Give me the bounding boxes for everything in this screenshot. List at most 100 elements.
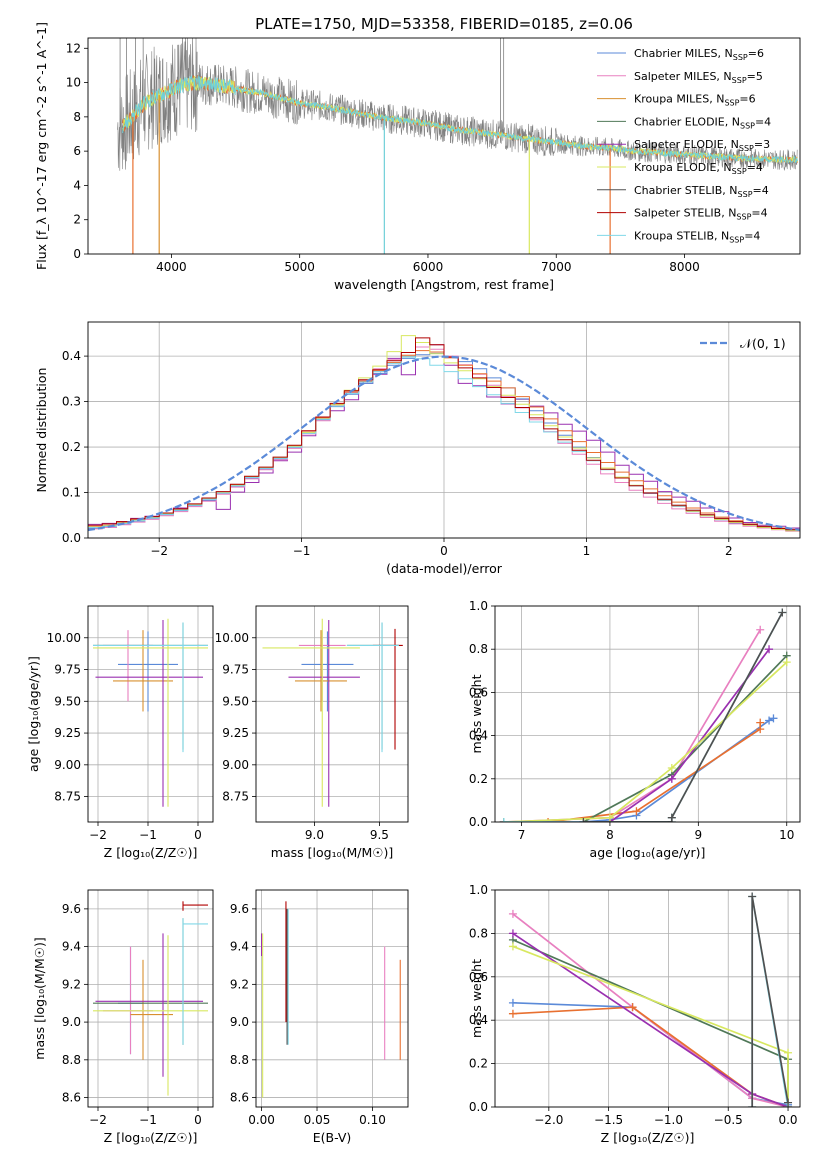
- residuals-xtick-label-0: −2: [150, 544, 168, 558]
- massweight_vs_Z-series-1: [512, 913, 789, 1107]
- age_vs_Z-axes: −2 −1 0 8.75 9.00 9.25 9.50 9.75 10.00 Z [log₁₀(Z…: [26, 605, 214, 860]
- mass_vs_ebv-axes: 0.00 0.05 0.10 8.6 8.8 9.0 9.2 9.4 9.6 E(B-V): [230, 889, 409, 1145]
- massweight_vs_age-xtick-label-3: 10: [779, 828, 794, 842]
- massweight_vs_Z-xlabel: Z [log₁₀(Z/Z☉)]: [601, 1130, 695, 1145]
- residuals-normal-curve: [88, 355, 800, 532]
- age_vs_mass-ytick-label-4: 9.75: [222, 663, 249, 677]
- mass_vs_Z-ytick-label-4: 9.4: [62, 940, 81, 954]
- age_vs_Z-xtick-label-2: 0: [194, 828, 202, 842]
- mass_vs_Z-axes: −2 −1 0 8.6 8.8 9.0 9.2 9.4 9.6 Z [log₁₀(Z/Z☉)] ma…: [32, 889, 214, 1145]
- residuals-xtick-label-1: −1: [293, 544, 311, 558]
- age_vs_mass-grid: [256, 606, 408, 822]
- residuals-frame: [87, 321, 801, 539]
- massweight_vs_age-point-2-4: [756, 718, 765, 727]
- mass_vs_ebv-ytick-label-5: 9.6: [230, 902, 249, 916]
- mass_vs_Z-xtick-label-0: −2: [89, 1113, 107, 1127]
- spectrum-legend-label-7: Salpeter STELIB, NSSP=4: [634, 207, 768, 222]
- mass_vs_Z-ytick-label-2: 9.0: [62, 1015, 81, 1029]
- residuals-ylabel: Normed distribution: [34, 368, 49, 493]
- massweight_vs_Z-xtick-label-1: −1.5: [594, 1113, 623, 1127]
- mass_vs_ebv-ytick-label-1: 8.8: [230, 1053, 249, 1067]
- mass_vs_Z-marks: [93, 901, 208, 1096]
- massweight_vs_age-point-4-3: [765, 645, 774, 654]
- age_vs_mass-frame: [255, 605, 409, 823]
- massweight_vs_Z-xtick-label-0: −2.0: [534, 1113, 563, 1127]
- massweight_vs_age-point-7-0: [579, 818, 588, 822]
- mass_vs_Z-ytick-label-1: 8.8: [62, 1053, 81, 1067]
- spectrum-legend: Chabrier MILES, NSSP=6 Salpeter MILES, NS…: [597, 47, 771, 244]
- age_vs_mass-xtick-label-0: 9.0: [305, 828, 324, 842]
- massweight_vs_Z-point-7-1: [748, 892, 757, 901]
- mass_vs_ebv-ytick-label-0: 8.6: [230, 1091, 249, 1105]
- residuals-panel: −2 −1 0 1 2 0.0 0.1 0.2 0.3 0.4 (data-model)/error…: [34, 321, 801, 576]
- massweight_vs_Z-series-2: [512, 1006, 789, 1107]
- residuals-xtick-label-4: 2: [725, 544, 733, 558]
- residuals-axes: −2 −1 0 1 2 0.0 0.1 0.2 0.3 0.4 (data-model)/error…: [34, 321, 801, 576]
- residuals-ytick-label-4: 0.4: [62, 349, 81, 363]
- age_vs_mass-ytick-label-1: 9.00: [222, 758, 249, 772]
- mass_vs_ebv-ytick-label-2: 9.0: [230, 1015, 249, 1029]
- mass_vs_Z-ylabel: mass [log₁₀(M/M☉)]: [32, 937, 47, 1059]
- massweight_vs_Z-point-0-0: [508, 998, 517, 1007]
- massweight_vs_Z-frame: [494, 889, 801, 1108]
- massweight_vs_age-point-1-3: [756, 625, 765, 634]
- massweight_vs_age-ytick-label-3: 0.6: [469, 685, 488, 699]
- figure-title: PLATE=1750, MJD=53358, FIBERID=0185, z=0…: [255, 15, 633, 33]
- massweight_vs_age-ytick-label-2: 0.4: [469, 729, 488, 743]
- massweight_vs_Z-xtick-label-4: 0.0: [778, 1113, 797, 1127]
- massweight_vs_Z-point-7-0: [748, 1103, 757, 1107]
- age_vs_Z-panel: −2 −1 0 8.75 9.00 9.25 9.50 9.75 10.00 Z [log₁₀(Z…: [26, 605, 214, 860]
- mass_vs_Z-ytick-label-3: 9.2: [62, 977, 81, 991]
- residuals-ytick-label-0: 0.0: [62, 531, 81, 545]
- massweight_vs_Z-point-5-0: [508, 942, 517, 951]
- spectrum-legend-label-5: Kroupa ELODIE, NSSP=4: [634, 161, 763, 176]
- age_vs_mass-axes: 9.0 9.5 8.75 9.00 9.25 9.50 9.75 10.00 mass [log…: [215, 605, 409, 860]
- age_vs_mass-ytick-label-3: 9.50: [222, 694, 249, 708]
- spectrum-ytick-label-2: 4: [73, 178, 81, 192]
- massweight_vs_age-axes: 7 8 9 10 0.0 0.2 0.4 0.6 0.8 1.0 age [log₁₀(age/yr…: [469, 599, 801, 860]
- massweight_vs_age-ytick-label-1: 0.2: [469, 772, 488, 786]
- massweight_vs_age-marks: [499, 608, 791, 822]
- massweight_vs_age-xtick-label-2: 9: [695, 828, 703, 842]
- massweight_vs_Z-series-3: [512, 939, 789, 1107]
- age_vs_mass-marks: [262, 618, 403, 807]
- spectrum-model-line-2: [122, 74, 798, 164]
- massweight_vs_Z-point-2-1: [628, 1003, 637, 1012]
- residuals-xlabel: (data-model)/error: [386, 561, 503, 576]
- age_vs_Z-xtick-label-1: −1: [139, 828, 157, 842]
- massweight_vs_age-point-5-3: [782, 658, 791, 667]
- residuals-xtick-label-3: 1: [583, 544, 591, 558]
- mass_vs_ebv-ytick-label-4: 9.4: [230, 940, 249, 954]
- mass_vs_Z-xlabel: Z [log₁₀(Z/Z☉)]: [104, 1130, 198, 1145]
- massweight_vs_age-ytick-label-4: 0.8: [469, 642, 488, 656]
- spectrum-ytick-label-6: 12: [66, 41, 81, 55]
- residuals-marks: [88, 335, 800, 532]
- massweight_vs_age-panel: 7 8 9 10 0.0 0.2 0.4 0.6 0.8 1.0 age [log₁₀(age/yr…: [469, 599, 801, 860]
- massweight_vs_age-point-6-0: [499, 818, 508, 822]
- spectrum-legend-label-0: Chabrier MILES, NSSP=6: [634, 47, 764, 62]
- massweight_vs_Z-ylabel: mass weight: [469, 959, 484, 1038]
- residuals-histogram-6: [88, 337, 800, 531]
- spectrum-xtick-label-1: 5000: [284, 260, 315, 274]
- spectrum-legend-label-2: Kroupa MILES, NSSP=6: [634, 93, 756, 108]
- massweight_vs_age-point-0-5: [769, 714, 778, 723]
- spectrum-ylabel: Flux [f_λ 10^-17 erg cm^-2 s^-1 A^-1]: [34, 22, 49, 270]
- massweight_vs_age-point-5-1: [605, 813, 614, 822]
- spectrum-ytick-label-4: 8: [73, 110, 81, 124]
- massweight_vs_Z-ytick-label-2: 0.4: [469, 1013, 488, 1027]
- spectrum-marks: [117, 38, 798, 254]
- spectrum-legend-label-4: Salpeter ELODIE, NSSP=3: [634, 138, 770, 153]
- residuals-ytick-label-1: 0.1: [62, 486, 81, 500]
- massweight_vs_Z-ytick-label-4: 0.8: [469, 926, 488, 940]
- spectrum-ytick-label-3: 6: [73, 144, 81, 158]
- mass_vs_ebv-xtick-label-2: 0.10: [359, 1113, 386, 1127]
- spectrum-panel: 4000 5000 6000 7000 8000 0 2 4 6 8 10 12 wavelength …: [34, 22, 801, 292]
- massweight_vs_Z-point-1-0: [508, 909, 517, 918]
- mass_vs_ebv-ytick-label-3: 9.2: [230, 977, 249, 991]
- massweight_vs_Z-xtick-label-2: −1.0: [654, 1113, 683, 1127]
- massweight_vs_Z-point-5-1: [784, 1048, 793, 1057]
- age_vs_Z-marks: [93, 618, 208, 807]
- age_vs_mass-panel: 9.0 9.5 8.75 9.00 9.25 9.50 9.75 10.00 mass [log…: [215, 605, 409, 860]
- massweight_vs_age-ytick-label-0: 0.0: [469, 815, 488, 829]
